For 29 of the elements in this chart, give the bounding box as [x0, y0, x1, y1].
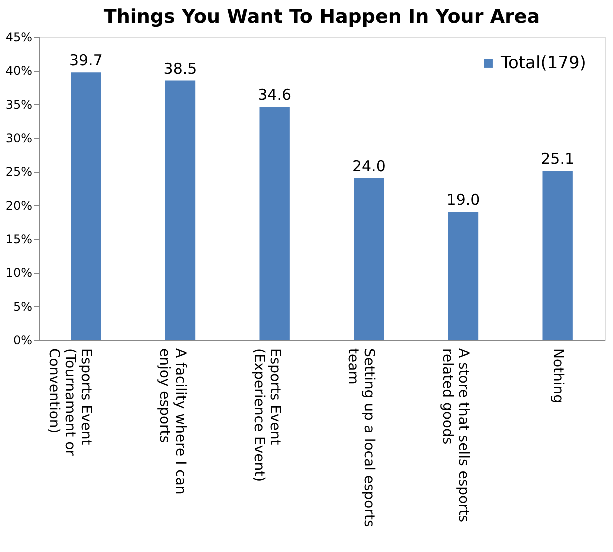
y-tick-label: 20% — [6, 198, 32, 213]
legend-label: Total(179) — [500, 54, 586, 74]
bar — [165, 80, 196, 340]
data-label: 34.6 — [258, 86, 292, 104]
y-tick-label: 15% — [6, 232, 32, 246]
bar — [71, 72, 102, 340]
x-tick-label: Setting up a local esports team — [345, 348, 378, 528]
bar — [542, 170, 573, 340]
data-label: 25.1 — [541, 150, 575, 168]
y-tick-label: 45% — [6, 30, 32, 44]
y-tick-label: 10% — [6, 266, 32, 280]
x-tick-label: Nothing — [550, 348, 566, 404]
x-tick-label: Esports Event (Tournament or Convention) — [46, 348, 94, 456]
y-tick-label: 35% — [6, 98, 32, 112]
data-label: 38.5 — [164, 60, 198, 78]
x-tick-label: Esports Event (Experience Event) — [250, 348, 283, 482]
bar — [260, 107, 290, 340]
data-label: 19.0 — [446, 191, 480, 210]
y-tick-label: 0% — [13, 334, 32, 348]
x-tick-label: A facility where I can enjoy esports — [156, 348, 188, 495]
y-tick-label: 30% — [6, 132, 32, 146]
chart-title: Things You Want To Happen In Your Area — [104, 6, 540, 28]
data-label: 39.7 — [69, 52, 103, 70]
data-label: 24.0 — [352, 157, 386, 176]
y-tick-label: 40% — [6, 64, 32, 78]
y-tick-label: 5% — [13, 300, 32, 314]
y-tick-label: 25% — [6, 165, 32, 180]
bar — [448, 212, 479, 340]
bar — [354, 178, 384, 340]
